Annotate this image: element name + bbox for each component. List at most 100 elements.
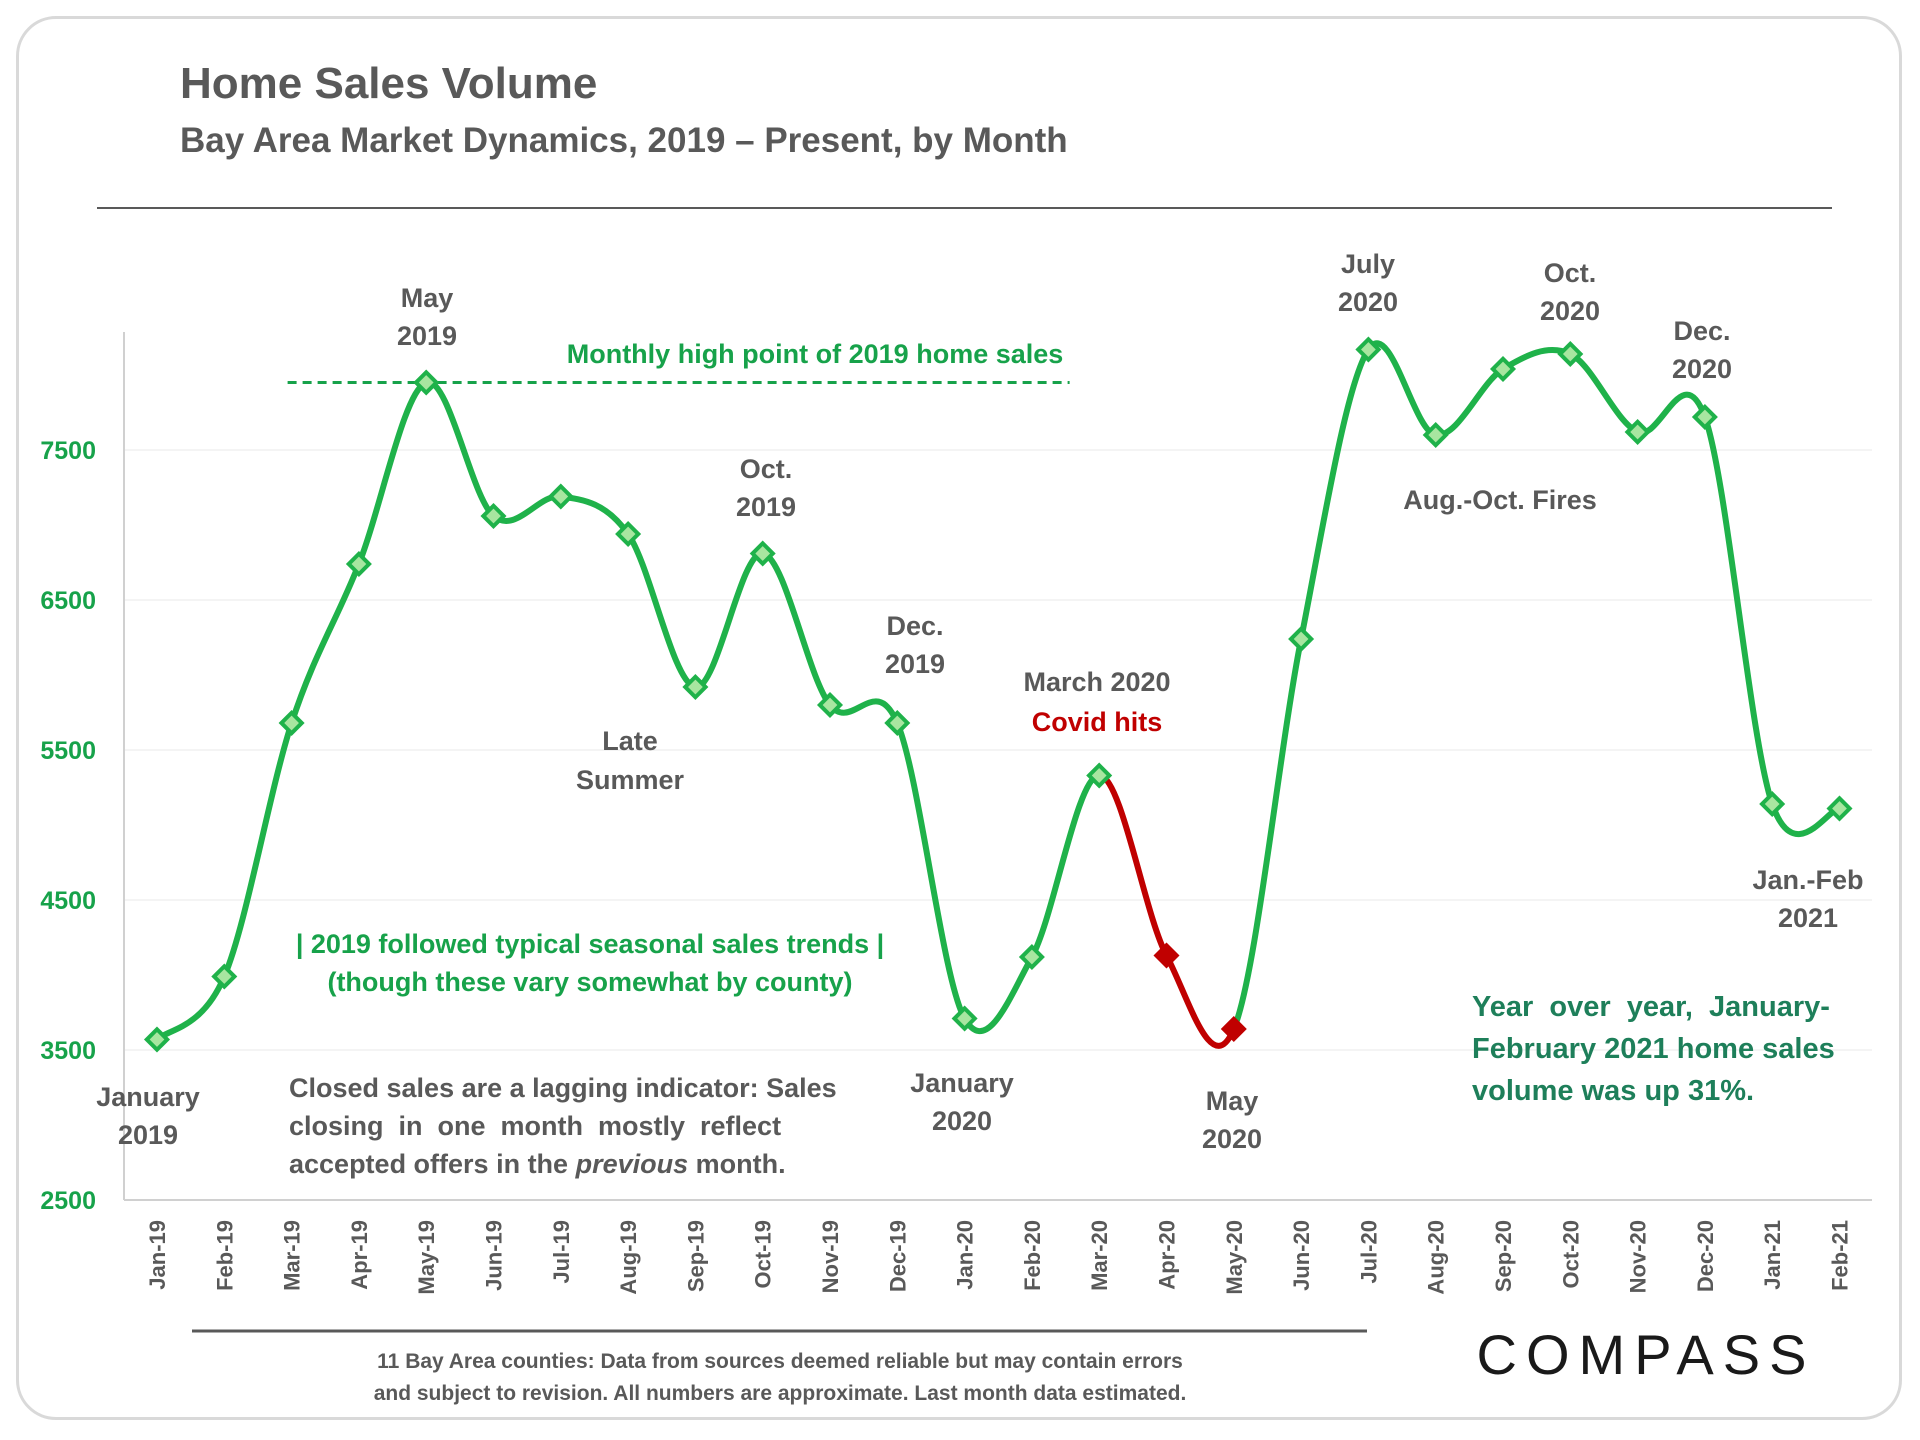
annotation-seasonal-trends: | 2019 followed typical seasonal sales t… [296, 929, 884, 997]
data-point-aug-19 [615, 520, 642, 548]
x-tick-label: Jan-19 [145, 1220, 170, 1290]
annotation-line: Dec. [886, 611, 943, 641]
data-point-jul-19 [547, 483, 574, 510]
annotation-fires: Aug.-Oct. Fires [1403, 485, 1597, 515]
x-tick-label: Oct-19 [751, 1220, 776, 1288]
x-tick-label: Feb-19 [212, 1220, 237, 1291]
series-line-recovery [1231, 340, 1841, 1031]
y-tick-label: 7500 [40, 437, 96, 465]
annotation-line: Summer [576, 765, 685, 795]
data-point-jan-19 [143, 1026, 171, 1053]
data-point-sep-19 [682, 673, 709, 701]
annotation-dec-2019: Dec. 2019 [885, 611, 945, 679]
data-point-dec-19 [884, 709, 911, 737]
x-tick-label: Jan-21 [1760, 1220, 1785, 1290]
x-tick-label: Jul-20 [1356, 1220, 1381, 1284]
y-tick-label: 3500 [40, 1037, 96, 1065]
x-tick-label: Feb-20 [1020, 1220, 1045, 1291]
annotation-line: Oct. [1544, 258, 1597, 288]
data-point-nov-20 [1624, 418, 1651, 446]
data-point-apr-20 [1153, 942, 1180, 969]
note-line: Closed sales are a lagging indicator: Sa… [289, 1073, 837, 1103]
annotation-oct-2020: Oct. 2020 [1540, 258, 1600, 326]
annotation-jan-feb-2021: Jan.-Feb 2021 [1752, 865, 1863, 933]
chart-subtitle: Bay Area Market Dynamics, 2019 – Present… [180, 121, 1068, 160]
note-text: month. [688, 1149, 785, 1179]
annotation-line: January [910, 1068, 1014, 1098]
yoy-line: Year over year, January- [1472, 991, 1830, 1023]
annotation-line: Late [602, 726, 658, 756]
yoy-line: February 2021 home sales [1472, 1033, 1835, 1065]
series-line-2019-early-2020 [154, 379, 1101, 1042]
annotation-line: 2020 [1540, 296, 1600, 326]
y-tick-label: 4500 [40, 887, 96, 915]
annotation-line: | 2019 followed typical seasonal sales t… [296, 929, 884, 959]
x-tick-label: Aug-19 [616, 1220, 641, 1295]
x-tick-labels: Jan-19 Feb-19 Mar-19 Apr-19 May-19 Jun-19 Jul-… [145, 1220, 1853, 1295]
annotation-line: 2020 [1202, 1124, 1262, 1154]
note-text: accepted offers in the [289, 1149, 576, 1179]
annotation-line: 2020 [1672, 354, 1732, 384]
chart-card [16, 16, 1902, 1420]
covid-label: Covid hits [1032, 707, 1163, 737]
annotation-line: 2020 [932, 1106, 992, 1136]
data-point-dec-20 [1691, 403, 1718, 431]
annotation-line: January [96, 1082, 200, 1112]
x-tick-label: Jul-19 [549, 1220, 574, 1284]
y-tick-label: 5500 [40, 737, 96, 765]
grid [124, 449, 1872, 1051]
axes [123, 332, 1872, 1201]
yoy-line: volume was up 31%. [1472, 1075, 1754, 1107]
data-point-jan-21 [1759, 790, 1786, 818]
annotation-line: 2019 [397, 321, 457, 351]
y-tick-labels: 2500 3500 4500 5500 6500 7500 [40, 437, 96, 1215]
annotation-march-2020: March 2020 Covid hits [1023, 667, 1170, 737]
footer-line: and subject to revision. All numbers are… [374, 1382, 1187, 1405]
annotation-line: 2019 [885, 649, 945, 679]
data-point-feb-21 [1826, 795, 1853, 822]
data-point-sep-20 [1489, 355, 1517, 383]
note-line: closing in one month mostly reflect [289, 1111, 781, 1141]
x-tick-label: May-20 [1222, 1220, 1247, 1295]
y-tick-label: 6500 [40, 587, 96, 615]
reference-line-label: Monthly high point of 2019 home sales [567, 339, 1064, 369]
annotation-dec-2020: Dec. 2020 [1672, 316, 1732, 384]
x-tick-label: Dec-19 [885, 1220, 910, 1292]
data-point-oct-19 [749, 540, 776, 567]
data-point-nov-19 [816, 691, 844, 719]
y-tick-label: 2500 [40, 1187, 96, 1215]
annotation-line: 2020 [1338, 287, 1398, 317]
annotation-late-summer: Late Summer [576, 726, 685, 795]
data-point-may-20 [1220, 1015, 1247, 1043]
data-point-may-19 [413, 369, 440, 396]
data-point-aug-20 [1422, 421, 1449, 449]
x-tick-label: Aug-20 [1424, 1220, 1449, 1295]
chart-title: Home Sales Volume [180, 59, 597, 108]
data-point-feb-20 [1018, 943, 1045, 971]
data-point-feb-19 [211, 963, 238, 990]
data-point-apr-19 [345, 550, 372, 578]
annotation-line: 2019 [736, 492, 796, 522]
note-line: accepted offers in the previous month. [289, 1149, 786, 1179]
x-tick-label: Jun-20 [1289, 1220, 1314, 1291]
annotation-line: Jan.-Feb [1752, 865, 1863, 895]
data-point-jun-20 [1288, 625, 1315, 653]
data-point-jul-20 [1355, 336, 1382, 363]
annotation-jul-2020: July 2020 [1338, 249, 1398, 317]
annotation-line: 2019 [118, 1120, 178, 1150]
data-point-oct-20 [1557, 340, 1584, 368]
x-tick-label: Dec-20 [1693, 1220, 1718, 1292]
x-tick-label: Feb-21 [1828, 1220, 1853, 1291]
footer-line: 11 Bay Area counties: Data from sources … [377, 1350, 1183, 1373]
x-tick-label: Jun-19 [482, 1220, 507, 1291]
series-markers [143, 336, 1853, 1053]
annotation-line: July [1341, 249, 1395, 279]
series-line-covid [1098, 772, 1237, 1049]
annotation-oct-2019: Oct. 2019 [736, 454, 796, 522]
yoy-note: Year over year, January- February 2021 h… [1472, 991, 1835, 1107]
x-tick-label: Nov-20 [1626, 1220, 1651, 1293]
annotation-line: Dec. [1673, 316, 1730, 346]
annotation-line: March 2020 [1023, 667, 1170, 697]
x-tick-label: Jan-20 [953, 1220, 978, 1290]
